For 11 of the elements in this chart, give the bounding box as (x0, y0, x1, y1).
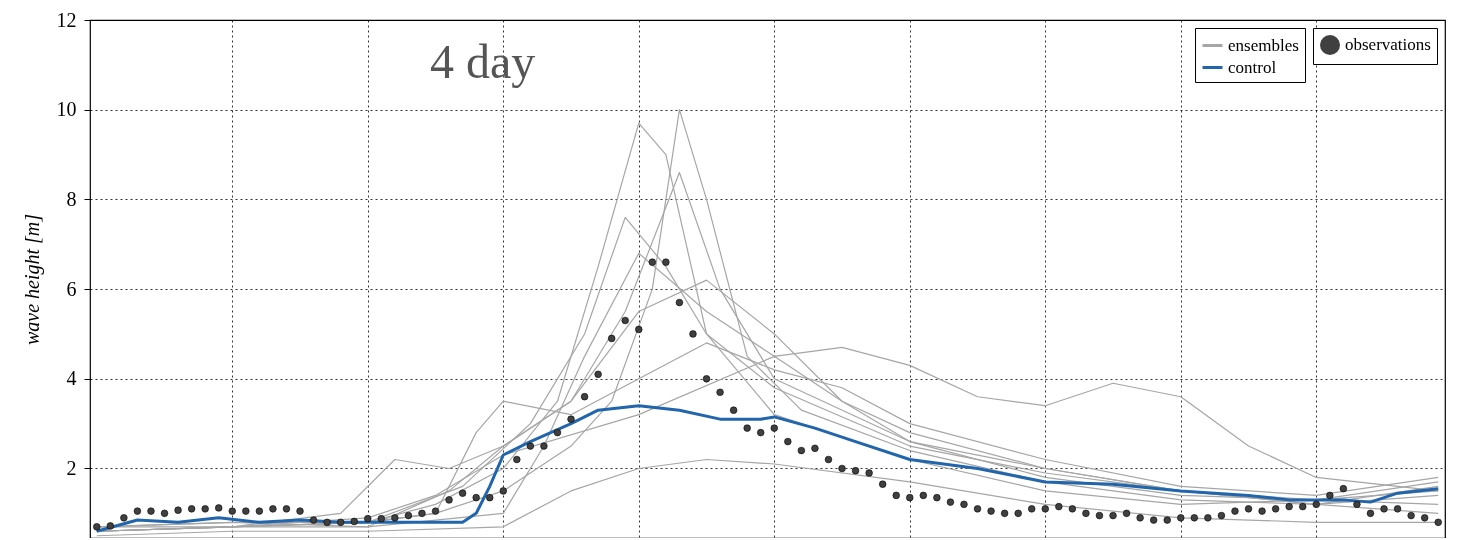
legend-label: control (1228, 57, 1277, 77)
y-tick-label: 10 (56, 98, 77, 121)
y-tick-label: 4 (66, 367, 77, 390)
y-axis-title: wave height [m] (20, 213, 44, 346)
y-tick-label: 2 (66, 456, 77, 479)
y-tick-label: 8 (66, 187, 77, 210)
y-tick-label: 12 (56, 8, 77, 31)
legend-label: ensembles (1228, 35, 1299, 55)
legend-label: observations (1345, 35, 1431, 54)
y-tick-label: 6 (66, 277, 77, 300)
chart-title: 4 day (430, 35, 536, 88)
